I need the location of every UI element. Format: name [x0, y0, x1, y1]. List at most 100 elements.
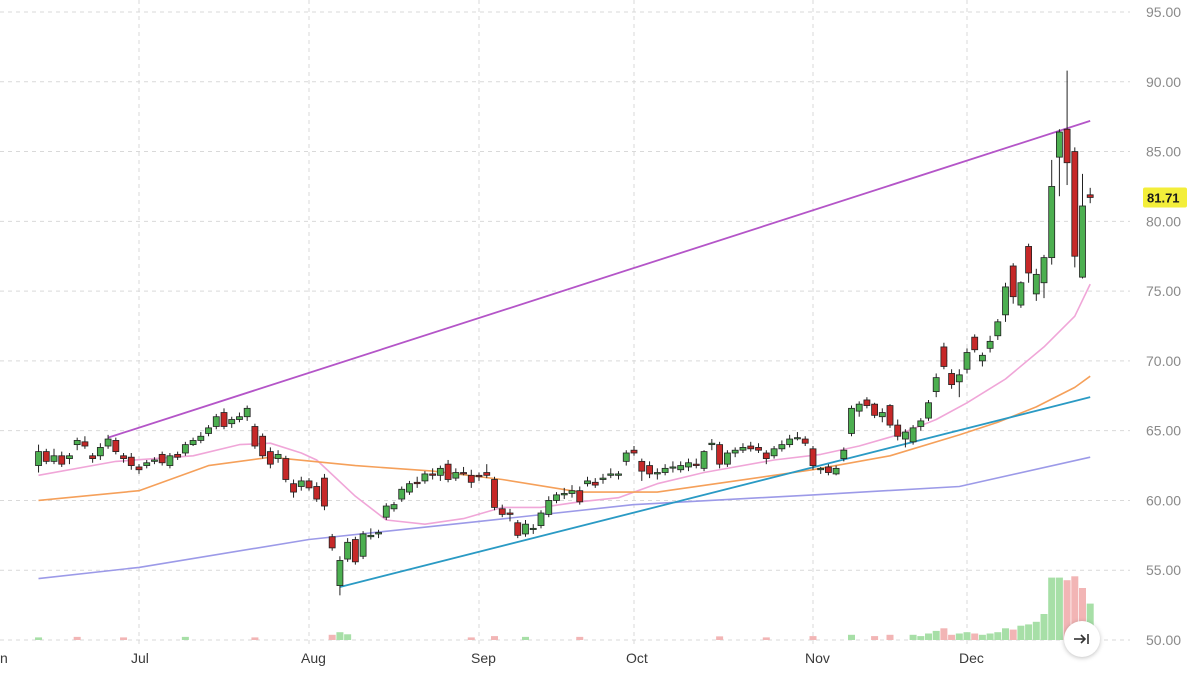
- candle-body: [274, 453, 282, 459]
- candle-body: [112, 440, 120, 452]
- scroll-to-latest-button[interactable]: [1064, 621, 1100, 657]
- candle-body: [700, 451, 708, 469]
- candle-body: [181, 444, 189, 454]
- candlestick: [863, 397, 871, 409]
- candle-body: [871, 403, 878, 416]
- candle-body: [436, 467, 444, 476]
- candle-body: [197, 435, 205, 441]
- candle-body: [421, 473, 429, 482]
- candlestick: [127, 452, 135, 470]
- volume-bar: [809, 636, 817, 640]
- candle-body: [328, 536, 336, 549]
- candlestick: [886, 404, 894, 428]
- trendline-lower: [339, 396, 1091, 588]
- volume-bar: [344, 634, 352, 640]
- y-tick-label: 95.00: [1146, 4, 1181, 20]
- candlestick: [855, 401, 863, 417]
- candlestick: [220, 408, 228, 430]
- candlestick: [700, 450, 708, 472]
- candle-body: [236, 416, 243, 420]
- candlestick: [917, 418, 925, 431]
- y-tick-label: 70.00: [1146, 353, 1181, 369]
- candle-body: [576, 490, 584, 503]
- candle-body: [413, 481, 421, 485]
- candle-body: [135, 466, 143, 471]
- y-tick-label: 75.00: [1146, 283, 1181, 299]
- candlestick: [151, 457, 158, 465]
- candle-body: [545, 500, 553, 515]
- candle-body: [902, 431, 909, 440]
- volume-bar: [848, 634, 855, 640]
- candle-body: [537, 512, 545, 526]
- candlestick: [243, 405, 251, 421]
- candlestick: [731, 447, 739, 458]
- candle-body: [475, 474, 483, 478]
- candle-body: [716, 444, 724, 465]
- candle-body: [940, 346, 948, 367]
- candle-body: [553, 494, 560, 501]
- volume-bar: [181, 636, 189, 640]
- candle-body: [189, 440, 197, 446]
- x-tick-label: Oct: [626, 650, 648, 666]
- candlestick: [832, 465, 840, 476]
- candle-body: [786, 438, 794, 446]
- candlestick: [282, 455, 290, 483]
- candle-body: [514, 522, 522, 536]
- candle-body: [127, 456, 135, 466]
- candlestick: [491, 476, 498, 511]
- candle-body: [158, 453, 166, 464]
- candle-body: [925, 402, 932, 419]
- candle-body: [971, 336, 979, 351]
- volume-bar: [1048, 577, 1056, 640]
- candlestick: [1071, 147, 1079, 268]
- candlestick: [848, 405, 855, 437]
- volume-bar: [886, 634, 894, 640]
- candlestick: [591, 478, 599, 488]
- candle-body: [963, 352, 971, 370]
- candle-body: [96, 447, 104, 457]
- candle-body: [584, 480, 591, 485]
- candlestick: [328, 533, 336, 551]
- candlestick: [979, 352, 986, 367]
- candle-body: [661, 467, 669, 473]
- candlestick: [778, 440, 786, 452]
- volume-bar: [994, 632, 1002, 640]
- candle-body: [491, 479, 498, 508]
- candlestick: [406, 480, 413, 495]
- candle-body: [452, 472, 460, 479]
- candle-body: [731, 449, 739, 454]
- candlestick: [723, 450, 731, 467]
- candlestick: [375, 529, 382, 539]
- candlestick: [96, 443, 104, 460]
- candle-body: [986, 340, 994, 349]
- candlestick: [35, 444, 42, 473]
- candlestick: [290, 479, 297, 498]
- candle-body: [50, 455, 58, 462]
- candlestick: [1086, 187, 1094, 204]
- candlestick: [444, 459, 452, 483]
- candle-body: [646, 465, 653, 475]
- candle-body: [313, 486, 321, 500]
- volume-bar: [120, 637, 128, 640]
- candlestick: [421, 471, 429, 484]
- candle-body: [840, 449, 848, 459]
- volume-bar: [1032, 621, 1040, 640]
- moving-average-slow: [38, 456, 1091, 580]
- candlestick: [762, 450, 770, 465]
- candlestick: [522, 519, 529, 537]
- volume-bar: [491, 636, 498, 640]
- candle-body: [266, 451, 274, 465]
- candle-body: [817, 467, 825, 471]
- candle-body: [42, 451, 50, 462]
- y-tick-label: 80.00: [1146, 213, 1181, 229]
- candlestick: [181, 441, 189, 456]
- candle-body: [297, 480, 305, 487]
- volume-bar: [328, 634, 336, 640]
- candlestick: [599, 473, 607, 484]
- candlestick: [73, 437, 81, 451]
- candlestick: [413, 476, 421, 488]
- candlestick: [429, 468, 437, 480]
- moving-averages: [38, 283, 1091, 580]
